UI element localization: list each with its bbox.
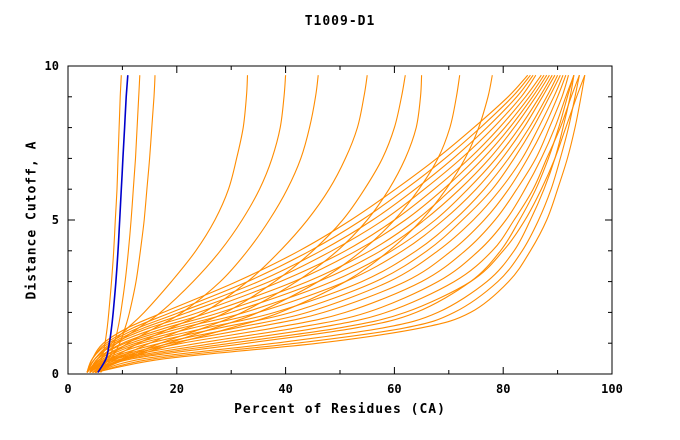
model-curve — [94, 75, 493, 374]
model-curve — [89, 75, 368, 373]
model-curve — [89, 74, 548, 373]
x-tick-label: 80 — [496, 382, 510, 396]
axes — [67, 65, 613, 375]
model-curve — [89, 74, 550, 373]
model-curve — [89, 74, 559, 373]
x-tick-label: 40 — [278, 382, 292, 396]
y-tick-label: 0 — [52, 367, 59, 381]
model-curve — [89, 75, 570, 373]
y-tick-label: 5 — [52, 213, 59, 227]
x-axis-label: Percent of Residues (CA) — [234, 402, 446, 417]
x-tick-label: 0 — [64, 382, 71, 396]
model-curve — [86, 74, 545, 373]
model-curve — [89, 74, 564, 373]
model-curve — [89, 74, 561, 373]
model-curve — [95, 75, 586, 374]
model-curves — [86, 74, 586, 374]
model-curve — [92, 75, 586, 374]
model-curve — [89, 74, 553, 373]
model-curve — [86, 74, 529, 373]
model-curve — [92, 75, 423, 373]
model-curve — [89, 74, 556, 373]
tick-labels: 0 20 40 60 80 100 0 5 10 — [45, 59, 623, 396]
x-tick-label: 20 — [170, 382, 184, 396]
model-curve — [95, 75, 580, 374]
x-tick-label: 60 — [387, 382, 401, 396]
model-curve — [86, 74, 537, 373]
y-axis-label: Distance Cutoff, A — [24, 140, 40, 300]
highlighted-model-curve — [97, 75, 129, 373]
model-curve — [86, 74, 531, 373]
model-curve — [89, 75, 567, 373]
model-curve — [100, 75, 156, 373]
model-curve — [92, 75, 575, 374]
model-curve — [95, 75, 575, 374]
model-curve — [89, 75, 319, 373]
x-tick-label: 100 — [601, 382, 623, 396]
y-tick-label: 10 — [45, 59, 59, 73]
model-curve — [92, 75, 575, 373]
model-curve — [94, 75, 122, 373]
model-curve — [94, 75, 461, 373]
model-curve — [92, 75, 580, 373]
chart-title: T1009-D1 — [304, 14, 376, 29]
model-curve — [86, 74, 542, 373]
